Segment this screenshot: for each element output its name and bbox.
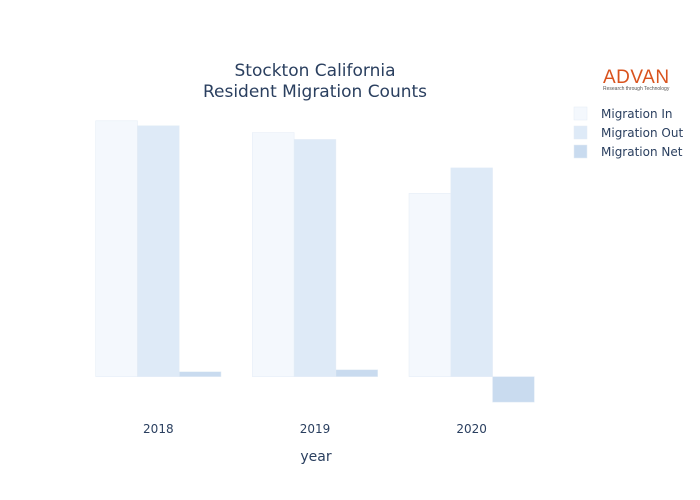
- x-tick-label: 2019: [300, 422, 331, 436]
- bar-migration-out-2018: [137, 125, 180, 377]
- legend-swatch-migration-out[interactable]: [573, 125, 588, 140]
- legend-swatch-migration-net[interactable]: [573, 144, 588, 159]
- bar-migration-net-2020: [492, 376, 535, 403]
- bar-migration-net-2018: [178, 371, 222, 377]
- legend: Migration In Migration Out Migration Net: [573, 106, 683, 159]
- logo-name: ADVAN: [603, 67, 670, 88]
- legend-swatch-migration-in[interactable]: [573, 106, 588, 121]
- x-axis-title: year: [300, 449, 331, 465]
- bar-migration-in-2019: [252, 132, 295, 377]
- chart-subtitle: Resident Migration Counts: [203, 82, 427, 102]
- legend-label-migration-out[interactable]: Migration Out: [601, 126, 683, 140]
- chart-title: Stockton California: [234, 61, 395, 81]
- logo-tagline: Research through Technology: [603, 86, 670, 92]
- legend-label-migration-in[interactable]: Migration In: [601, 107, 673, 121]
- x-tick-labels: 2018 2019 2020: [143, 422, 487, 436]
- x-tick-label: 2018: [143, 422, 174, 436]
- advan-logo: ADVAN Research through Technology: [603, 67, 670, 92]
- bar-migration-in-2020: [408, 193, 452, 377]
- bar-migration-out-2019: [293, 139, 337, 377]
- bar-migration-net-2019: [335, 369, 378, 377]
- bars-group: [95, 120, 535, 403]
- bar-migration-out-2020: [450, 167, 493, 377]
- bar-migration-in-2018: [95, 120, 138, 377]
- x-tick-label: 2020: [456, 422, 487, 436]
- legend-label-migration-net[interactable]: Migration Net: [601, 145, 683, 159]
